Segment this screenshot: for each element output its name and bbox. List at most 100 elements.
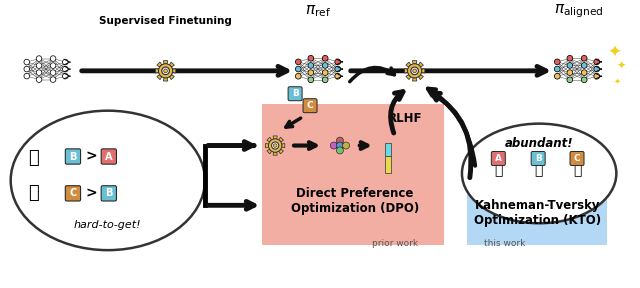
Polygon shape xyxy=(406,62,411,67)
Polygon shape xyxy=(266,143,269,148)
Circle shape xyxy=(24,59,29,65)
Polygon shape xyxy=(173,69,176,73)
Circle shape xyxy=(581,55,587,61)
Polygon shape xyxy=(170,75,174,79)
Circle shape xyxy=(63,66,68,72)
Text: B: B xyxy=(292,89,298,98)
Circle shape xyxy=(308,70,314,75)
Circle shape xyxy=(554,73,560,79)
Polygon shape xyxy=(273,152,277,155)
Polygon shape xyxy=(404,69,408,73)
Polygon shape xyxy=(157,75,162,79)
Circle shape xyxy=(337,142,344,149)
Text: Kahneman-Tversky
Optimization (KTO): Kahneman-Tversky Optimization (KTO) xyxy=(474,199,601,227)
Polygon shape xyxy=(157,62,162,67)
Text: ✦: ✦ xyxy=(613,76,620,85)
Ellipse shape xyxy=(462,124,616,223)
Circle shape xyxy=(567,70,573,75)
Text: 👷: 👷 xyxy=(28,184,38,202)
Text: >: > xyxy=(85,149,97,164)
Text: B: B xyxy=(535,154,541,163)
Text: 👍: 👍 xyxy=(534,164,542,177)
Circle shape xyxy=(63,59,68,65)
Circle shape xyxy=(273,144,277,147)
Polygon shape xyxy=(412,78,417,81)
Circle shape xyxy=(159,64,173,78)
Circle shape xyxy=(323,62,328,68)
Text: C: C xyxy=(573,154,580,163)
FancyBboxPatch shape xyxy=(385,156,391,173)
Circle shape xyxy=(581,77,587,83)
FancyBboxPatch shape xyxy=(570,151,584,166)
Circle shape xyxy=(337,147,344,154)
Polygon shape xyxy=(170,62,174,67)
Circle shape xyxy=(335,59,340,65)
Circle shape xyxy=(594,73,600,79)
FancyBboxPatch shape xyxy=(288,87,302,101)
Text: ✦: ✦ xyxy=(616,61,625,71)
Circle shape xyxy=(51,63,56,68)
Circle shape xyxy=(51,77,56,82)
Polygon shape xyxy=(279,149,284,154)
Circle shape xyxy=(413,69,417,73)
FancyBboxPatch shape xyxy=(492,151,506,166)
Circle shape xyxy=(337,137,344,144)
Circle shape xyxy=(335,66,340,72)
Ellipse shape xyxy=(11,111,205,250)
Text: $\pi_\mathrm{aligned}$: $\pi_\mathrm{aligned}$ xyxy=(554,2,604,20)
Text: C: C xyxy=(307,101,314,110)
Text: abundant!: abundant! xyxy=(505,137,573,150)
Circle shape xyxy=(342,142,349,149)
Polygon shape xyxy=(282,143,285,148)
Polygon shape xyxy=(406,75,411,79)
Text: A: A xyxy=(105,151,113,162)
Circle shape xyxy=(567,77,573,83)
Circle shape xyxy=(335,73,340,79)
Circle shape xyxy=(567,55,573,61)
Polygon shape xyxy=(156,69,159,73)
Polygon shape xyxy=(267,149,271,154)
Polygon shape xyxy=(163,61,168,64)
Circle shape xyxy=(554,66,560,72)
Circle shape xyxy=(24,66,29,72)
Text: prior work: prior work xyxy=(372,239,418,248)
Circle shape xyxy=(296,66,301,72)
Text: hard-to-get!: hard-to-get! xyxy=(74,220,141,230)
Circle shape xyxy=(567,62,573,68)
Circle shape xyxy=(308,55,314,61)
Circle shape xyxy=(24,73,29,79)
Text: $\pi_\mathrm{ref}$: $\pi_\mathrm{ref}$ xyxy=(305,3,331,19)
Text: >: > xyxy=(85,186,97,200)
Circle shape xyxy=(51,56,56,61)
Circle shape xyxy=(323,70,328,75)
Circle shape xyxy=(271,142,279,149)
Text: 👍: 👍 xyxy=(573,164,581,177)
Circle shape xyxy=(268,139,282,152)
Circle shape xyxy=(330,142,337,149)
Circle shape xyxy=(323,55,328,61)
Circle shape xyxy=(296,59,301,65)
Text: Direct Preference
Optimization (DPO): Direct Preference Optimization (DPO) xyxy=(291,187,419,215)
FancyBboxPatch shape xyxy=(303,99,317,113)
FancyBboxPatch shape xyxy=(65,149,81,164)
Circle shape xyxy=(36,56,42,61)
Circle shape xyxy=(408,64,422,78)
Circle shape xyxy=(51,70,56,75)
Circle shape xyxy=(308,62,314,68)
Polygon shape xyxy=(273,136,277,139)
Text: Supervised Finetuning: Supervised Finetuning xyxy=(99,16,232,26)
FancyBboxPatch shape xyxy=(101,186,116,201)
Circle shape xyxy=(581,70,587,75)
Text: this work: this work xyxy=(484,239,525,248)
Text: A: A xyxy=(495,154,502,163)
Text: B: B xyxy=(105,188,113,198)
Circle shape xyxy=(63,73,68,79)
Circle shape xyxy=(308,77,314,83)
FancyBboxPatch shape xyxy=(467,167,607,245)
Polygon shape xyxy=(279,137,284,142)
FancyBboxPatch shape xyxy=(262,104,444,245)
Polygon shape xyxy=(422,69,425,73)
Polygon shape xyxy=(419,62,424,67)
Circle shape xyxy=(36,63,42,68)
FancyBboxPatch shape xyxy=(385,143,391,156)
